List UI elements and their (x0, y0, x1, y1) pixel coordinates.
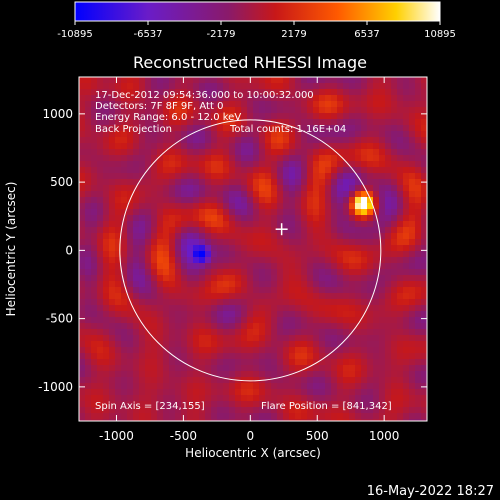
spin-axis-marker (275, 223, 288, 236)
colorbar-tick-label: 2179 (281, 29, 306, 40)
y-axis-label: Heliocentric Y (arcsec) (4, 182, 18, 317)
y-tick-label: 1000 (42, 107, 73, 121)
y-tick-label: 0 (65, 243, 73, 257)
chart-title: Reconstructed RHESSI Image (133, 53, 367, 72)
x-tick-label: -1000 (99, 429, 134, 443)
detectors-text: Detectors: 7F 8F 9F, Att 0 (95, 101, 223, 112)
energy-range-text: Energy Range: 6.0 - 12.0 keV (95, 112, 241, 123)
axis-ticks: -1000 -500 0 500 1000 -1000 -500 0 500 1000 (38, 77, 427, 443)
footer-timestamp: 16-May-2022 18:27 (367, 484, 494, 499)
solar-limb-circle (119, 119, 382, 382)
flare-position-text: Flare Position = [841,342] (261, 401, 392, 412)
plot-frame (78, 76, 428, 422)
x-axis-label: Heliocentric X (arcsec) (185, 446, 321, 460)
x-tick-label: 0 (247, 429, 255, 443)
y-tick-label: -500 (46, 312, 73, 326)
colorbar-ticks: -10895 -6537 -2179 2179 6537 10895 (57, 21, 456, 40)
method-text: Back Projection (95, 124, 172, 135)
colorbar-tick-label: -2179 (206, 29, 235, 40)
x-tick-label: 500 (306, 429, 329, 443)
y-tick-label: -1000 (38, 380, 73, 394)
y-tick-label: 500 (50, 175, 73, 189)
colorbar-tick-label: 10895 (424, 29, 456, 40)
total-counts-text: Total counts: 1.16E+04 (229, 124, 346, 135)
colorbar (74, 1, 441, 22)
spin-axis-text: Spin Axis = [234,155] (95, 401, 205, 412)
colorbar-tick-label: -10895 (57, 29, 92, 40)
heatmap-image (79, 77, 427, 421)
x-tick-label: -500 (170, 429, 197, 443)
colorbar-tick-label: 6537 (354, 29, 379, 40)
colorbar-tick-label: -6537 (133, 29, 162, 40)
x-tick-label: 1000 (369, 429, 400, 443)
time-range-text: 17-Dec-2012 09:54:36.000 to 10:00:32.000 (95, 90, 314, 101)
